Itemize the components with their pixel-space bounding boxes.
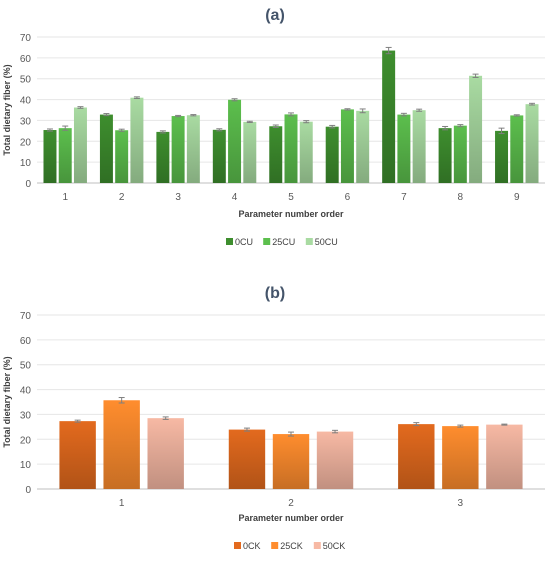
legend-swatch-0cu [226,238,233,245]
bar-25cu-9 [510,115,524,183]
bar-50cu-1 [73,107,87,183]
bar-0cu-2 [99,114,113,183]
legend-label-0ck: 0CK [243,541,261,551]
bar-25cu-5 [284,114,298,183]
bar-0ck-1 [59,421,96,489]
bar-25cu-3 [171,116,185,183]
y-tick-label: 50 [20,361,32,372]
y-tick-label: 20 [20,435,32,446]
x-tick-label: 8 [458,192,464,203]
y-tick-label: 20 [20,137,32,148]
y-tick-label: 0 [25,485,31,496]
x-tick-label: 2 [288,498,294,509]
y-tick-label: 30 [20,410,32,421]
legend-swatch-25ck [271,542,279,549]
x-tick-label: 7 [401,192,407,203]
panel-title: (a) [265,7,285,24]
bar-25ck-2 [272,434,310,489]
x-tick-label: 9 [514,192,520,203]
x-tick-label: 1 [62,192,68,203]
legend-label-25ck: 25CK [280,541,303,551]
x-tick-label: 2 [119,192,125,203]
bar-25cu-2 [115,130,129,183]
bar-50ck-1 [147,418,184,489]
x-tick-label: 4 [232,192,238,203]
y-tick-label: 70 [20,33,32,44]
bar-25cu-1 [58,128,72,183]
legend-swatch-50ck [313,542,321,549]
legend: 0CK 25CK 50CK [234,541,345,551]
bar-0cu-4 [212,129,226,183]
x-tick-label: 1 [119,498,125,509]
bar-25ck-1 [103,400,140,489]
x-tick-label: 3 [175,192,181,203]
panel-title: (b) [265,285,285,302]
chart-panel-1: (a) 0 10 20 30 40 50 60 70 Total dietary fiber (%… [2,7,545,247]
bar-50cu-3 [186,115,200,183]
bar-25cu-8 [453,125,467,183]
bar-50cu-5 [299,121,313,183]
y-tick-label: 10 [20,460,32,471]
legend-label-50cu: 50CU [315,237,338,247]
bar-50cu-8 [469,75,483,183]
legend-label-25cu: 25CU [272,237,295,247]
legend-swatch-0ck [234,542,241,549]
x-tick-label: 6 [345,192,351,203]
y-tick-label: 40 [20,96,32,107]
y-tick-label: 30 [20,116,32,127]
y-tick-label: 40 [20,386,32,397]
bar-0cu-6 [325,126,339,183]
y-axis-label: Total dietary fiber (%) [2,356,12,447]
bar-50ck-3 [486,424,523,489]
bar-0cu-8 [438,128,452,183]
bar-50cu-4 [243,121,257,183]
bar-25cu-6 [340,109,354,183]
bar-50cu-7 [412,110,426,183]
bar-50cu-6 [356,110,370,183]
y-tick-label: 60 [20,54,32,65]
legend-label-0cu: 0CU [235,237,253,247]
bar-0cu-1 [43,130,57,183]
bar-0cu-9 [495,130,509,183]
y-tick-label: 60 [20,336,32,347]
x-tick-label: 3 [458,498,464,509]
legend-label-50ck: 50CK [323,541,346,551]
x-tick-label: 5 [288,192,294,203]
legend: 0CU 25CU 50CU [226,237,338,247]
bar-25cu-7 [397,114,411,183]
bar-0cu-3 [156,131,170,183]
bar-50cu-2 [130,97,144,183]
legend-swatch-50cu [305,238,313,245]
y-tick-label: 10 [20,158,32,169]
legend-swatch-25cu [263,238,271,245]
y-axis-label: Total dietary fiber (%) [2,64,12,155]
bar-0ck-2 [228,429,266,489]
bar-50cu-9 [525,104,539,183]
y-tick-label: 50 [20,75,32,86]
bar-50ck-2 [316,431,354,489]
bar-0ck-3 [398,424,435,489]
x-axis-label: Parameter number order [238,209,344,219]
chart-panel-2: (b) 0 10 20 30 40 50 60 70 Total dietary fiber (%… [2,285,545,551]
bar-0cu-7 [382,50,396,183]
y-tick-label: 70 [20,311,32,322]
y-tick-label: 0 [25,179,31,190]
bar-25cu-4 [228,99,242,183]
bar-0cu-5 [269,126,283,183]
x-axis-label: Parameter number order [238,513,344,523]
bar-25ck-3 [442,426,479,489]
